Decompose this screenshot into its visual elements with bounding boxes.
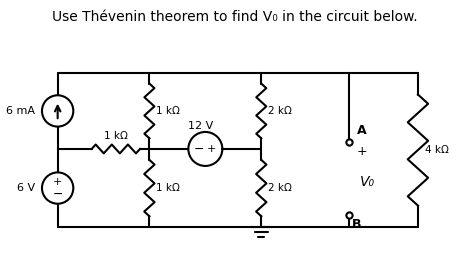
Text: 12 V: 12 V xyxy=(188,121,213,131)
Text: 2 kΩ: 2 kΩ xyxy=(268,183,292,193)
Text: Use Thévenin theorem to find V₀ in the circuit below.: Use Thévenin theorem to find V₀ in the c… xyxy=(51,10,417,24)
Text: 1 kΩ: 1 kΩ xyxy=(156,183,180,193)
Text: −: − xyxy=(194,143,204,155)
Text: 2 kΩ: 2 kΩ xyxy=(268,106,292,116)
Text: A: A xyxy=(357,124,366,137)
Text: 1 kΩ: 1 kΩ xyxy=(156,106,180,116)
Text: +: + xyxy=(53,177,63,187)
Text: 6 V: 6 V xyxy=(17,183,35,193)
Text: 6 mA: 6 mA xyxy=(6,106,35,116)
Text: +: + xyxy=(357,145,367,158)
Text: B: B xyxy=(352,218,362,232)
Text: 1 kΩ: 1 kΩ xyxy=(104,131,128,141)
Text: 4 kΩ: 4 kΩ xyxy=(425,145,449,155)
Text: +: + xyxy=(207,144,216,154)
Text: −: − xyxy=(52,188,63,201)
Text: V₀: V₀ xyxy=(360,175,375,189)
